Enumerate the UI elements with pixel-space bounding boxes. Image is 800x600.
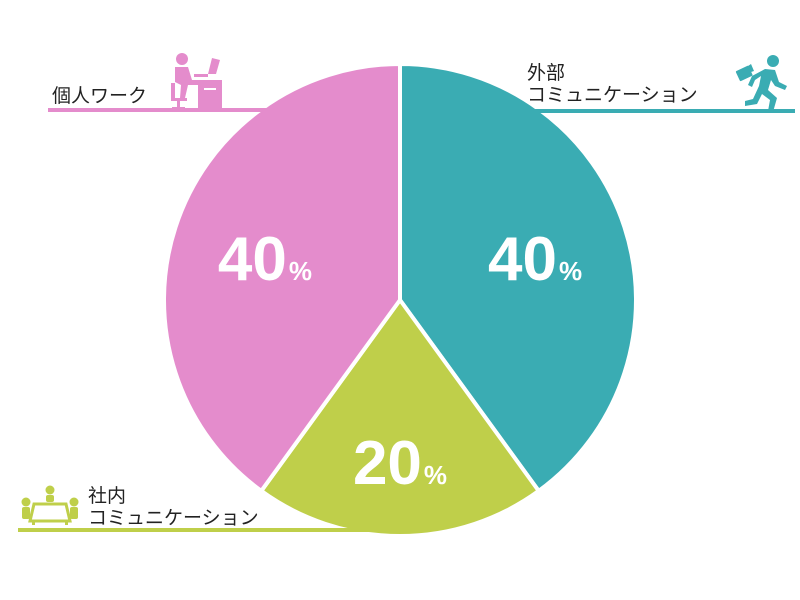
internal-communication-label: 社内 コミュニケーション [88,485,259,529]
pie-slices [162,62,638,538]
internal-communication-leader-line [18,528,380,532]
pie-value-number: 20 [353,429,422,498]
external-communication-label-line2: コミュニケーション [527,84,698,106]
internal-communication-label-line1: 社内 [88,485,127,507]
pie-value-unit: % [289,256,312,286]
desk-worker-icon [171,53,222,110]
pie-value-unit: % [559,256,582,286]
pie-value-number: 40 [488,225,557,294]
percentage-labels: 40%20%40% [218,225,582,498]
individual-work-label-line1: 個人ワーク [52,85,148,107]
internal-communication-label-line2: コミュニケーション [88,507,259,529]
external-communication-leader-line [520,109,795,113]
meeting-table-icon [21,485,79,525]
individual-work-label: 個人ワーク [52,85,147,107]
individual-work-leader-line [48,108,278,112]
pie-value-label-external-communication: 40% [488,225,582,294]
pie-slice-individual-work [162,62,402,493]
pie-value-label-individual-work: 40% [218,225,312,294]
pie-slice-external-communication [398,62,638,493]
pie-value-number: 40 [218,225,287,294]
external-communication-label-line1: 外部 [527,62,566,84]
running-businessman-icon [735,55,787,112]
pie-value-label-internal-communication: 20% [353,429,447,498]
pie-slice-internal-communication [259,298,541,538]
pie-value-unit: % [424,460,447,490]
external-communication-label: 外部 コミュニケーション [527,62,698,106]
